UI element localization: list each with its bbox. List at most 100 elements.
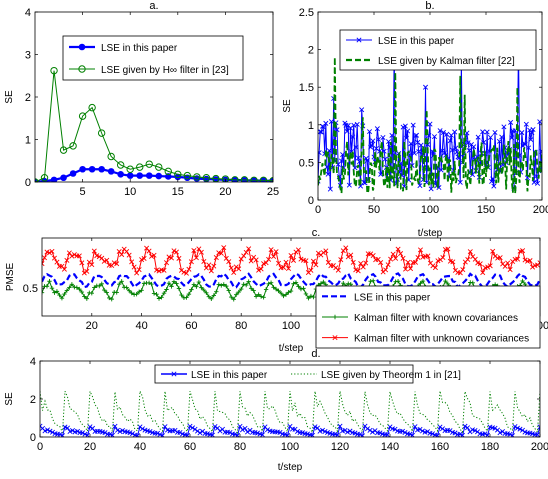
data-point-c-1-89 (261, 295, 266, 300)
data-point-b-0-11 (327, 186, 333, 192)
data-point-b-0-190 (528, 137, 534, 143)
data-point-c-1-10 (64, 288, 70, 293)
data-point-b-0-143 (475, 134, 481, 140)
y-tick-label-d-0: 0 (30, 432, 36, 444)
data-point-c-1-83 (246, 279, 251, 284)
data-point-c-1-153 (420, 278, 426, 284)
data-point-c-1-2 (44, 284, 50, 289)
data-point-c-2-97 (281, 264, 287, 270)
x-tick-label-d-0: 0 (37, 441, 43, 453)
data-point-c-1-11 (67, 285, 72, 290)
data-point-c-1-81 (241, 282, 246, 287)
x-tick-label-c-3: 80 (235, 320, 247, 332)
data-point-c-2-179 (485, 264, 491, 270)
data-point-c-1-55 (176, 286, 182, 291)
y-tick-label-b-0: 0 (308, 195, 314, 207)
chart-panel-b: 0 50 100 150 200 0 0.5 1 1.5 2 2.5 b. SE t/step LSE in… (282, 0, 548, 239)
data-point-c-2-106 (303, 258, 309, 264)
data-point-b-0-166 (501, 124, 507, 130)
data-point-c-1-67 (206, 294, 212, 299)
data-point-c-2-4 (49, 248, 55, 254)
data-point-a-0-11 (136, 172, 144, 179)
data-point-c-1-17 (82, 294, 87, 299)
data-point-a-1-7 (97, 129, 106, 137)
data-point-c-2-59 (186, 266, 192, 272)
legend-marker-c-1 (332, 314, 338, 320)
data-point-d-0-126 (352, 430, 358, 436)
data-point-b-0-36 (355, 155, 361, 161)
data-point-a-1-5 (78, 112, 87, 120)
data-point-b-0-172 (508, 119, 514, 125)
data-point-c-2-103 (295, 247, 301, 253)
data-point-c-1-100 (288, 288, 294, 294)
data-point-d-0-9 (59, 433, 66, 437)
data-point-b-0-139 (471, 144, 477, 150)
data-point-b-0-126 (456, 155, 462, 161)
data-point-c-2-122 (343, 245, 349, 251)
data-point-d-0-60 (187, 423, 193, 429)
data-point-a-1-8 (107, 152, 115, 161)
data-point-c-1-45 (151, 291, 157, 296)
data-point-c-1-26 (104, 290, 109, 295)
data-point-c-2-110 (313, 262, 319, 268)
data-point-c-1-113 (321, 279, 326, 285)
x-tick-label-a-4: 25 (267, 186, 279, 198)
data-point-c-1-21 (92, 285, 97, 290)
legend-marker-a-0 (78, 43, 86, 51)
data-point-c-1-94 (273, 286, 279, 292)
data-point-c-1-32 (119, 279, 124, 284)
data-point-c-1-102 (293, 280, 299, 285)
data-point-d-0-122 (342, 427, 348, 433)
data-point-b-0-85 (410, 122, 416, 128)
data-point-b-0-49 (370, 138, 376, 144)
data-point-c-2-157 (430, 263, 436, 269)
data-point-c-2-73 (221, 245, 227, 251)
x-tick-label-a-0: 5 (80, 186, 86, 198)
data-point-c-1-34 (124, 285, 129, 290)
y-tick-label-c-0: 0.5 (23, 283, 38, 295)
chart-title-c: c. (312, 227, 321, 239)
data-point-d-0-199 (534, 432, 540, 437)
data-point-c-2-138 (383, 267, 389, 273)
data-point-c-2-140 (388, 256, 394, 262)
data-point-c-2-174 (472, 256, 478, 262)
data-point-c-1-162 (443, 278, 448, 284)
data-point-a-1-20 (221, 175, 230, 182)
data-point-c-1-28 (109, 296, 114, 302)
data-point-c-1-9 (62, 291, 67, 297)
data-point-d-0-11 (64, 425, 71, 431)
data-point-a-1-4 (69, 142, 77, 150)
y-tick-label-a-4: 4 (25, 7, 31, 19)
data-point-c-2-135 (375, 256, 381, 262)
data-point-d-0-78 (232, 431, 238, 437)
y-axis-label-b: SE (282, 99, 293, 113)
data-point-c-2-18 (84, 268, 90, 274)
data-point-d-0-170 (462, 423, 468, 429)
data-point-b-0-60 (382, 156, 388, 162)
data-point-d-0-31 (114, 427, 121, 433)
data-point-a-0-12 (145, 172, 153, 179)
data-point-c-2-45 (151, 252, 157, 258)
data-point-d-0-5 (49, 429, 56, 435)
data-point-d-0-17 (79, 430, 86, 436)
data-point-d-0-32 (117, 429, 123, 435)
data-point-a-1-21 (231, 176, 239, 182)
data-point-b-0-12 (328, 119, 334, 125)
data-point-d-0-136 (377, 430, 383, 436)
data-point-d-0-89 (259, 432, 266, 437)
data-point-c-1-12 (69, 282, 75, 287)
x-tick-label-d-9: 180 (481, 441, 499, 453)
data-point-d-0-41 (139, 426, 146, 432)
data-point-c-1-8 (59, 295, 65, 301)
data-point-c-2-3 (46, 250, 52, 256)
data-point-a-0-14 (164, 173, 172, 180)
x-tick-label-d-8: 160 (431, 441, 449, 453)
data-point-c-1-143 (395, 279, 401, 284)
data-point-d-0-132 (367, 427, 373, 433)
data-point-b-0-127 (457, 179, 463, 185)
data-point-c-2-144 (398, 251, 404, 257)
data-point-c-1-59 (186, 291, 192, 297)
data-point-c-2-69 (211, 263, 217, 269)
y-tick-label-b-2: 1 (308, 120, 314, 132)
